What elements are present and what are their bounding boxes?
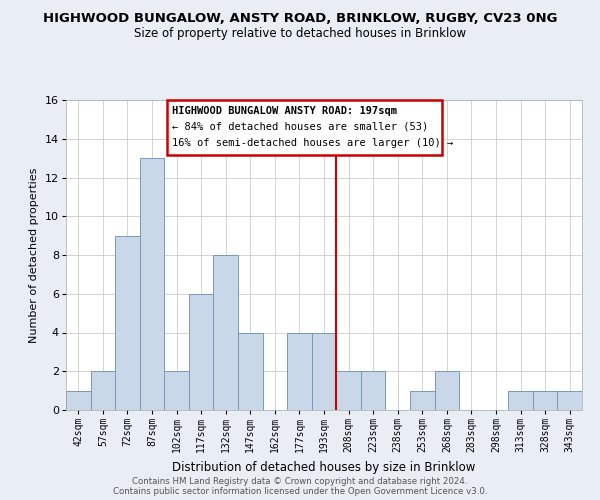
Bar [214, 255, 238, 410]
Bar [312, 332, 336, 410]
Bar [66, 390, 91, 410]
Bar [140, 158, 164, 410]
X-axis label: Distribution of detached houses by size in Brinklow: Distribution of detached houses by size … [172, 460, 476, 473]
Bar [287, 332, 312, 410]
Text: Contains public sector information licensed under the Open Government Licence v3: Contains public sector information licen… [113, 487, 487, 496]
FancyBboxPatch shape [167, 100, 442, 155]
Bar [434, 371, 459, 410]
Bar [238, 332, 263, 410]
Text: 16% of semi-detached houses are larger (10) →: 16% of semi-detached houses are larger (… [172, 138, 453, 148]
Text: HIGHWOOD BUNGALOW ANSTY ROAD: 197sqm: HIGHWOOD BUNGALOW ANSTY ROAD: 197sqm [172, 106, 397, 116]
Text: Size of property relative to detached houses in Brinklow: Size of property relative to detached ho… [134, 28, 466, 40]
Bar [164, 371, 189, 410]
Bar [557, 390, 582, 410]
Bar [508, 390, 533, 410]
Bar [91, 371, 115, 410]
Bar [533, 390, 557, 410]
Y-axis label: Number of detached properties: Number of detached properties [29, 168, 40, 342]
Text: HIGHWOOD BUNGALOW, ANSTY ROAD, BRINKLOW, RUGBY, CV23 0NG: HIGHWOOD BUNGALOW, ANSTY ROAD, BRINKLOW,… [43, 12, 557, 26]
Text: ← 84% of detached houses are smaller (53): ← 84% of detached houses are smaller (53… [172, 122, 428, 132]
Bar [336, 371, 361, 410]
Text: Contains HM Land Registry data © Crown copyright and database right 2024.: Contains HM Land Registry data © Crown c… [132, 477, 468, 486]
Bar [189, 294, 214, 410]
Bar [410, 390, 434, 410]
Bar [361, 371, 385, 410]
Bar [115, 236, 140, 410]
